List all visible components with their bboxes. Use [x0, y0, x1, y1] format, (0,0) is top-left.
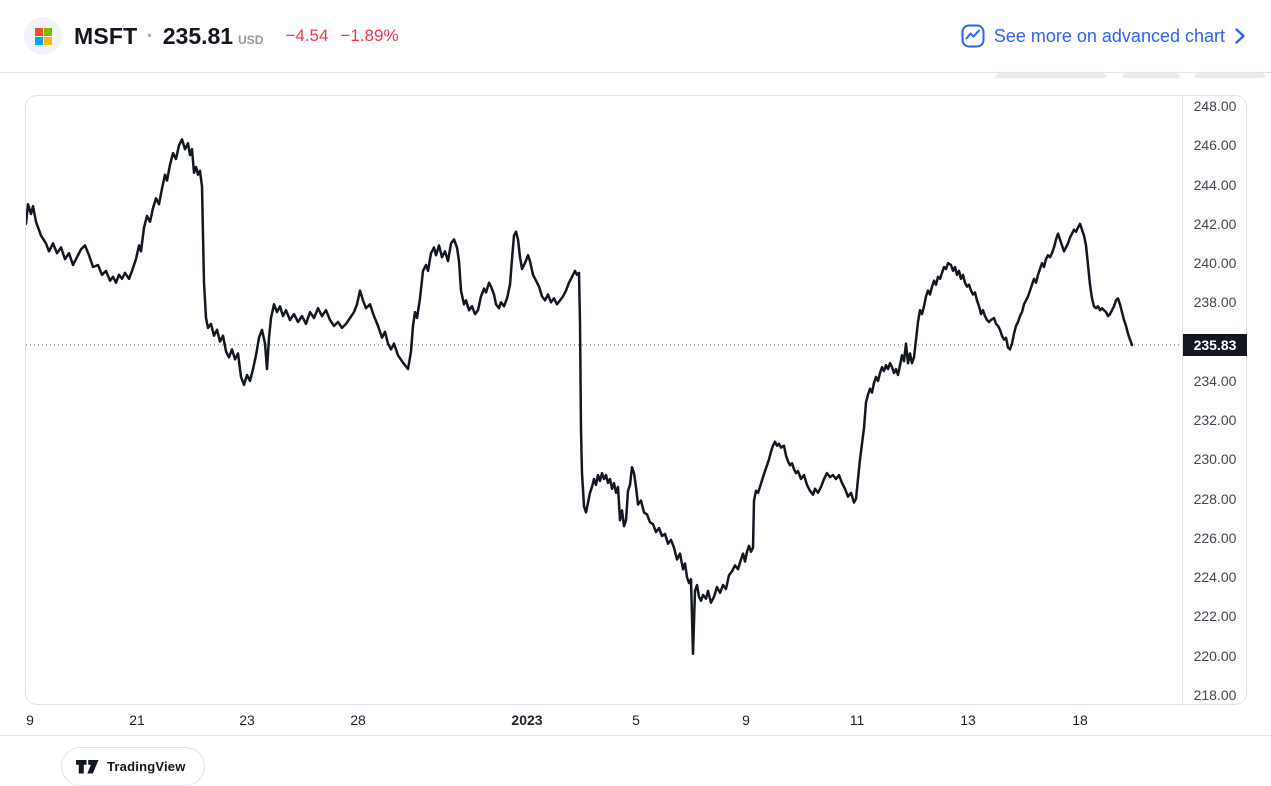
currency-label: USD — [238, 32, 264, 47]
price-axis-tick: 234.00 — [1193, 372, 1237, 389]
change-percent: −1.89% — [340, 26, 399, 45]
time-axis-tick: 11 — [849, 712, 865, 728]
tradingview-logo-icon — [76, 759, 99, 773]
price-line — [24, 138, 1134, 656]
time-axis-tick: 9 — [742, 712, 750, 728]
price-axis-tick: 248.00 — [1193, 98, 1237, 114]
price-axis-tick: 232.00 — [1193, 412, 1237, 429]
price-axis-tick: 220.00 — [1193, 647, 1237, 664]
advanced-chart-link-label: See more on advanced chart — [993, 25, 1225, 46]
symbol-summary: MSFT · 235.81 USD −4.54 −1.89% — [24, 0, 399, 72]
price-line-svg — [24, 138, 1182, 656]
price-axis[interactable]: 235.83 248.00 246.00 244.00 242.00 240.00 238… — [1182, 96, 1247, 706]
price-axis-tick: 218.00 — [1193, 686, 1237, 703]
time-axis-tick: 9 — [26, 712, 34, 728]
price-axis-tick: 230.00 — [1193, 451, 1237, 468]
time-axis-tick: 18 — [1072, 712, 1088, 728]
symbol-logo — [24, 17, 62, 55]
tradingview-label: TradingView — [107, 759, 186, 774]
time-axis[interactable]: 9 21 23 28 2023 5 9 11 13 18 — [25, 705, 1181, 735]
chart-card: 235.83 248.00 246.00 244.00 242.00 240.00 238… — [24, 95, 1247, 786]
price-value: 235.81 — [162, 22, 234, 49]
price-axis-tick: 242.00 — [1193, 215, 1237, 232]
time-axis-tick: 2023 — [511, 712, 543, 728]
chart-line-icon — [961, 24, 985, 48]
time-axis-tick: 13 — [960, 712, 976, 728]
current-price-badge: 235.83 — [1183, 333, 1247, 356]
time-axis-tick: 23 — [239, 712, 255, 728]
chevron-right-icon — [1235, 28, 1245, 44]
time-axis-tick: 21 — [129, 712, 145, 728]
cutoff-button[interactable] — [995, 73, 1107, 78]
change-absolute: −4.54 — [285, 26, 329, 45]
header-divider — [0, 72, 1271, 73]
price-axis-tick: 238.00 — [1193, 294, 1237, 311]
price-axis-tick: 226.00 — [1193, 529, 1237, 546]
dot-separator: · — [146, 23, 154, 48]
price-plot[interactable] — [24, 96, 1182, 706]
time-axis-tick: 28 — [350, 712, 366, 728]
time-axis-tick: 5 — [632, 712, 640, 728]
advanced-chart-link[interactable]: See more on advanced chart — [961, 0, 1246, 72]
cutoff-button[interactable] — [1122, 73, 1180, 78]
price-axis-tick: 244.00 — [1193, 176, 1237, 193]
price-axis-tick: 240.00 — [1193, 255, 1237, 272]
header: MSFT · 235.81 USD −4.54 −1.89% See more … — [0, 0, 1271, 72]
symbol-ticker: MSFT — [74, 22, 138, 49]
microsoft-logo-icon — [34, 27, 52, 45]
tradingview-attribution[interactable]: TradingView — [61, 747, 205, 786]
price-axis-tick: 222.00 — [1193, 608, 1237, 625]
price-axis-tick: 246.00 — [1193, 137, 1237, 154]
price-axis-tick: 224.00 — [1193, 569, 1237, 586]
price-change: −4.54 −1.89% — [285, 26, 398, 46]
cutoff-button[interactable] — [1194, 73, 1266, 78]
bottom-divider — [0, 735, 1271, 736]
price-axis-tick: 228.00 — [1193, 490, 1237, 507]
